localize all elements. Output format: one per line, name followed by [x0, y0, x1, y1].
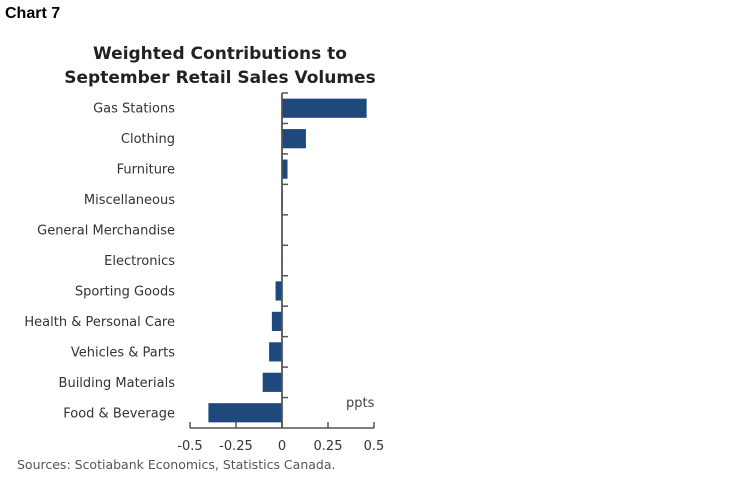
chart-number-label: Chart 7	[5, 5, 61, 22]
labels-group: Gas Stations Clothing Furniture Miscellaneo…	[24, 102, 384, 454]
bar-building-materials	[262, 372, 282, 392]
bar-health-personal-care	[271, 311, 282, 332]
bar-gas-stations	[282, 98, 367, 118]
category-label: Electronics	[104, 254, 175, 269]
category-label: Furniture	[117, 163, 175, 178]
bar-furniture	[282, 159, 288, 179]
x-tick-label: 0	[278, 439, 286, 454]
x-tick-label: -0.5	[177, 439, 202, 454]
unit-label: ppts	[346, 396, 375, 411]
source-note: Sources: Scotiabank Economics, Statistic…	[17, 457, 336, 472]
bars-group	[208, 98, 367, 423]
category-label: Sporting Goods	[75, 284, 175, 299]
chart-title: Weighted Contributions to September Reta…	[40, 42, 400, 90]
chart-title-line-2: September Retail Sales Volumes	[64, 68, 376, 88]
bar-vehicles-parts	[269, 342, 282, 362]
axes-group	[189, 92, 375, 429]
x-tick-label: 0.5	[364, 439, 385, 454]
category-label: Health & Personal Care	[24, 315, 175, 330]
bar-sporting-goods	[275, 281, 282, 301]
category-label: Clothing	[121, 132, 175, 147]
x-tick-label: -0.25	[219, 439, 253, 454]
chart-title-line-1: Weighted Contributions to	[93, 44, 347, 64]
bar-clothing	[282, 129, 306, 149]
category-label: Building Materials	[59, 376, 176, 391]
category-label: Miscellaneous	[84, 193, 175, 208]
bar-food-beverage	[208, 403, 282, 423]
category-label: Gas Stations	[93, 102, 175, 117]
x-tick-label: 0.25	[314, 439, 343, 454]
category-label: Vehicles & Parts	[71, 345, 175, 360]
category-label: Food & Beverage	[63, 406, 175, 421]
category-label: General Merchandise	[37, 224, 175, 239]
